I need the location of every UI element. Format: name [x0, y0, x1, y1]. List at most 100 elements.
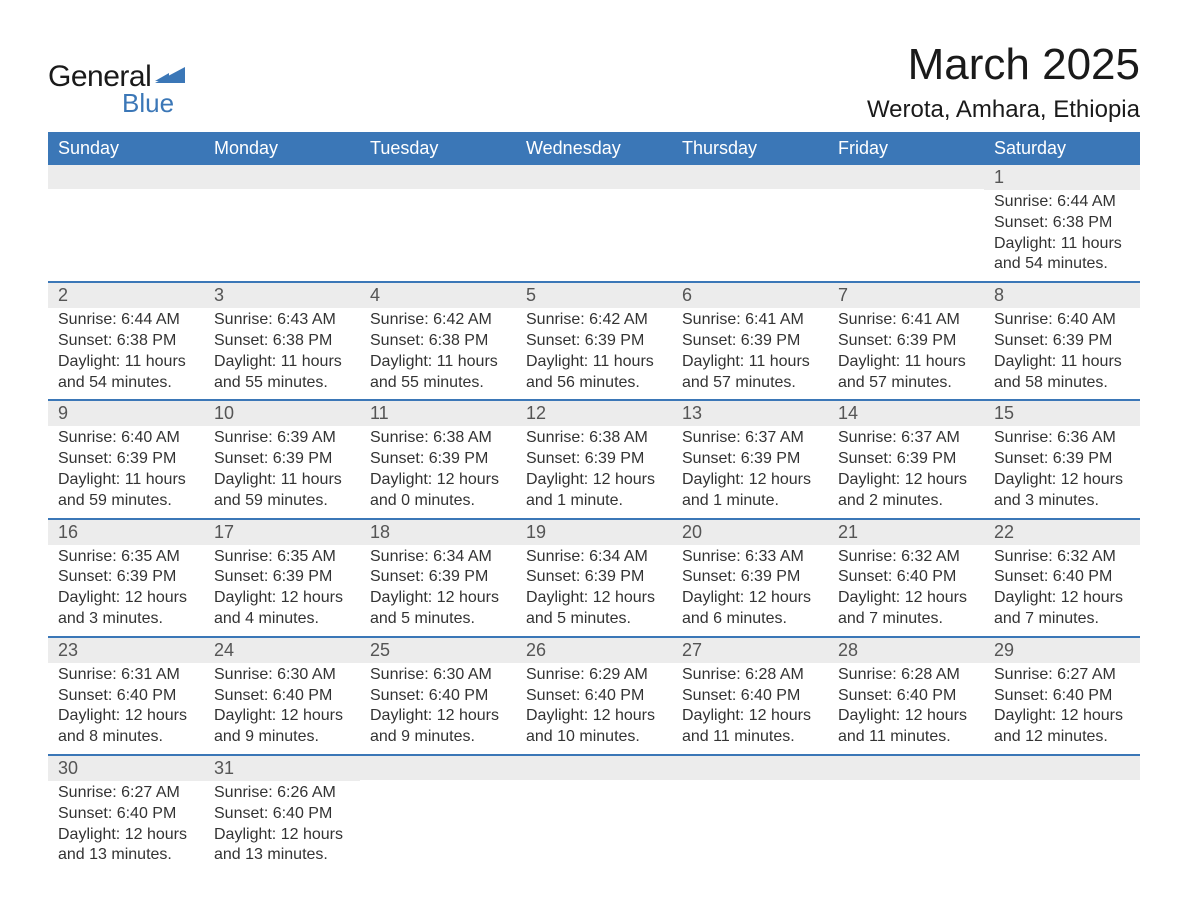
day-number: 25: [360, 638, 516, 663]
sunset-text: Sunset: 6:40 PM: [994, 567, 1130, 588]
day-number: 15: [984, 401, 1140, 426]
sunrise-text: Sunrise: 6:30 AM: [214, 665, 350, 686]
sunset-text: Sunset: 6:39 PM: [58, 567, 194, 588]
sunset-text: Sunset: 6:40 PM: [526, 686, 662, 707]
day-number: 31: [204, 756, 360, 781]
day-number: [516, 756, 672, 780]
calendar-cell: 7Sunrise: 6:41 AMSunset: 6:39 PMDaylight…: [828, 282, 984, 400]
daylight-text: Daylight: 12 hours and 9 minutes.: [214, 706, 350, 748]
calendar-cell: 10Sunrise: 6:39 AMSunset: 6:39 PMDayligh…: [204, 400, 360, 518]
brand-logo: General Blue: [48, 60, 185, 119]
daylight-text: Daylight: 12 hours and 4 minutes.: [214, 588, 350, 630]
day-number: 10: [204, 401, 360, 426]
brand-flag-icon: [155, 63, 185, 88]
sunrise-text: Sunrise: 6:41 AM: [682, 310, 818, 331]
calendar-cell: 1Sunrise: 6:44 AMSunset: 6:38 PMDaylight…: [984, 165, 1140, 282]
day-details: Sunrise: 6:40 AMSunset: 6:39 PMDaylight:…: [984, 308, 1140, 399]
calendar-cell: 27Sunrise: 6:28 AMSunset: 6:40 PMDayligh…: [672, 637, 828, 755]
day-number: [360, 165, 516, 189]
daylight-text: Daylight: 11 hours and 59 minutes.: [214, 470, 350, 512]
daylight-text: Daylight: 11 hours and 55 minutes.: [214, 352, 350, 394]
calendar-cell: [360, 165, 516, 282]
weekday-header: Tuesday: [360, 132, 516, 165]
daylight-text: Daylight: 12 hours and 2 minutes.: [838, 470, 974, 512]
sunrise-text: Sunrise: 6:43 AM: [214, 310, 350, 331]
day-details: [48, 189, 204, 197]
calendar-week-row: 30Sunrise: 6:27 AMSunset: 6:40 PMDayligh…: [48, 755, 1140, 872]
sunrise-text: Sunrise: 6:27 AM: [58, 783, 194, 804]
calendar-cell: 18Sunrise: 6:34 AMSunset: 6:39 PMDayligh…: [360, 519, 516, 637]
calendar-cell: 4Sunrise: 6:42 AMSunset: 6:38 PMDaylight…: [360, 282, 516, 400]
sunset-text: Sunset: 6:39 PM: [526, 331, 662, 352]
weekday-header: Sunday: [48, 132, 204, 165]
sunrise-text: Sunrise: 6:32 AM: [838, 547, 974, 568]
day-number: 7: [828, 283, 984, 308]
sunset-text: Sunset: 6:39 PM: [838, 449, 974, 470]
day-details: Sunrise: 6:30 AMSunset: 6:40 PMDaylight:…: [360, 663, 516, 754]
day-number: [672, 756, 828, 780]
day-details: Sunrise: 6:32 AMSunset: 6:40 PMDaylight:…: [828, 545, 984, 636]
daylight-text: Daylight: 11 hours and 58 minutes.: [994, 352, 1130, 394]
day-details: Sunrise: 6:35 AMSunset: 6:39 PMDaylight:…: [204, 545, 360, 636]
day-number: 21: [828, 520, 984, 545]
sunset-text: Sunset: 6:38 PM: [994, 213, 1130, 234]
calendar-cell: 5Sunrise: 6:42 AMSunset: 6:39 PMDaylight…: [516, 282, 672, 400]
daylight-text: Daylight: 12 hours and 8 minutes.: [58, 706, 194, 748]
sunrise-text: Sunrise: 6:34 AM: [526, 547, 662, 568]
calendar-week-row: 16Sunrise: 6:35 AMSunset: 6:39 PMDayligh…: [48, 519, 1140, 637]
day-number: 11: [360, 401, 516, 426]
calendar-cell: 15Sunrise: 6:36 AMSunset: 6:39 PMDayligh…: [984, 400, 1140, 518]
calendar-cell: [828, 755, 984, 872]
daylight-text: Daylight: 12 hours and 6 minutes.: [682, 588, 818, 630]
calendar-cell: 11Sunrise: 6:38 AMSunset: 6:39 PMDayligh…: [360, 400, 516, 518]
sunset-text: Sunset: 6:40 PM: [214, 804, 350, 825]
daylight-text: Daylight: 11 hours and 56 minutes.: [526, 352, 662, 394]
day-number: 2: [48, 283, 204, 308]
calendar-cell: 24Sunrise: 6:30 AMSunset: 6:40 PMDayligh…: [204, 637, 360, 755]
day-details: Sunrise: 6:39 AMSunset: 6:39 PMDaylight:…: [204, 426, 360, 517]
calendar-week-row: 1Sunrise: 6:44 AMSunset: 6:38 PMDaylight…: [48, 165, 1140, 282]
daylight-text: Daylight: 12 hours and 1 minute.: [682, 470, 818, 512]
day-details: [360, 780, 516, 788]
calendar-week-row: 23Sunrise: 6:31 AMSunset: 6:40 PMDayligh…: [48, 637, 1140, 755]
sunset-text: Sunset: 6:39 PM: [370, 567, 506, 588]
day-details: Sunrise: 6:38 AMSunset: 6:39 PMDaylight:…: [516, 426, 672, 517]
day-number: [828, 756, 984, 780]
day-details: [516, 780, 672, 788]
day-number: 22: [984, 520, 1140, 545]
day-details: Sunrise: 6:27 AMSunset: 6:40 PMDaylight:…: [984, 663, 1140, 754]
daylight-text: Daylight: 12 hours and 1 minute.: [526, 470, 662, 512]
sunset-text: Sunset: 6:38 PM: [58, 331, 194, 352]
day-number: 6: [672, 283, 828, 308]
sunrise-text: Sunrise: 6:35 AM: [58, 547, 194, 568]
daylight-text: Daylight: 12 hours and 10 minutes.: [526, 706, 662, 748]
calendar-cell: 28Sunrise: 6:28 AMSunset: 6:40 PMDayligh…: [828, 637, 984, 755]
weekday-header: Saturday: [984, 132, 1140, 165]
weekday-header-row: Sunday Monday Tuesday Wednesday Thursday…: [48, 132, 1140, 165]
day-number: 27: [672, 638, 828, 663]
day-details: Sunrise: 6:41 AMSunset: 6:39 PMDaylight:…: [828, 308, 984, 399]
calendar-cell: [672, 755, 828, 872]
daylight-text: Daylight: 11 hours and 57 minutes.: [838, 352, 974, 394]
day-number: 29: [984, 638, 1140, 663]
calendar-cell: 16Sunrise: 6:35 AMSunset: 6:39 PMDayligh…: [48, 519, 204, 637]
day-details: [360, 189, 516, 197]
calendar-cell: 22Sunrise: 6:32 AMSunset: 6:40 PMDayligh…: [984, 519, 1140, 637]
sunrise-text: Sunrise: 6:36 AM: [994, 428, 1130, 449]
day-number: 19: [516, 520, 672, 545]
sunrise-text: Sunrise: 6:37 AM: [838, 428, 974, 449]
sunrise-text: Sunrise: 6:27 AM: [994, 665, 1130, 686]
calendar-cell: 20Sunrise: 6:33 AMSunset: 6:39 PMDayligh…: [672, 519, 828, 637]
day-details: [672, 780, 828, 788]
day-details: Sunrise: 6:26 AMSunset: 6:40 PMDaylight:…: [204, 781, 360, 872]
daylight-text: Daylight: 12 hours and 3 minutes.: [58, 588, 194, 630]
sunset-text: Sunset: 6:39 PM: [838, 331, 974, 352]
location-subtitle: Werota, Amhara, Ethiopia: [867, 96, 1140, 124]
sunrise-text: Sunrise: 6:33 AM: [682, 547, 818, 568]
day-number: 24: [204, 638, 360, 663]
sunset-text: Sunset: 6:40 PM: [838, 567, 974, 588]
sunset-text: Sunset: 6:39 PM: [994, 331, 1130, 352]
daylight-text: Daylight: 11 hours and 59 minutes.: [58, 470, 194, 512]
sunrise-text: Sunrise: 6:44 AM: [58, 310, 194, 331]
sunrise-text: Sunrise: 6:37 AM: [682, 428, 818, 449]
